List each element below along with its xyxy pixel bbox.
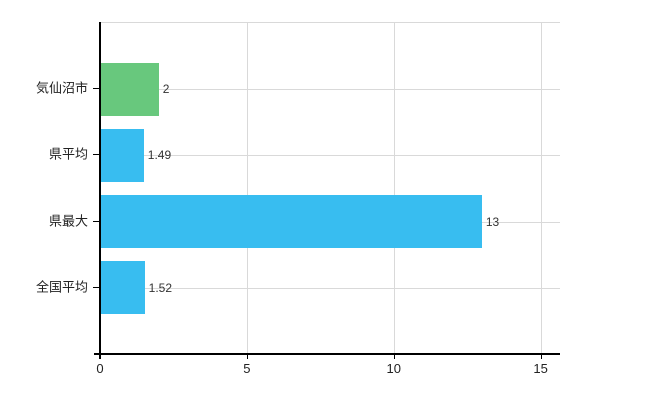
bar [101, 62, 159, 116]
category-label: 全国平均 [35, 279, 88, 295]
vertical-gridline [393, 23, 395, 353]
y-axis-tick [93, 286, 100, 288]
category-gridline [100, 89, 560, 91]
y-axis-tick [93, 88, 100, 90]
category-label: 県平均 [48, 146, 88, 162]
bar [101, 195, 482, 249]
bar-value-label: 1.49 [147, 148, 172, 163]
category-gridline [100, 287, 560, 289]
x-axis-tick [540, 354, 542, 359]
x-axis-tick-label: 5 [243, 361, 251, 376]
bar-value-label: 2 [162, 82, 170, 97]
x-axis-tick-label: 10 [386, 361, 401, 376]
y-axis-tick [93, 220, 100, 222]
category-gridline [100, 155, 560, 157]
y-axis-line [99, 22, 101, 359]
x-axis-tick [246, 354, 248, 359]
x-axis-tick [100, 354, 101, 359]
category-label: 気仙沼市 [35, 80, 88, 96]
y-axis-tick [93, 154, 100, 156]
x-axis-tick-label: 15 [533, 361, 548, 376]
vertical-gridline [540, 23, 542, 353]
plot-area: 2 1.49 13 1.52 [100, 22, 560, 353]
category-label: 県最大 [48, 213, 88, 229]
bar [101, 261, 145, 315]
bar [101, 128, 144, 182]
vertical-gridline [246, 23, 248, 353]
x-axis-tick-label: 0 [96, 361, 104, 376]
x-axis-tick [393, 354, 395, 359]
x-axis-line [94, 353, 560, 355]
bar-value-label: 13 [485, 214, 500, 229]
bar-value-label: 1.52 [148, 280, 172, 295]
